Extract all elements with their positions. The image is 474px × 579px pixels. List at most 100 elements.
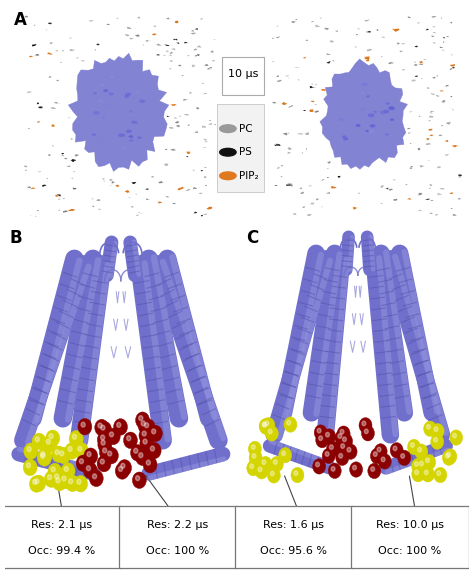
Polygon shape — [106, 24, 110, 25]
Circle shape — [220, 148, 236, 156]
Polygon shape — [310, 86, 312, 89]
Polygon shape — [42, 185, 47, 187]
Circle shape — [55, 450, 59, 455]
Circle shape — [268, 429, 272, 434]
Polygon shape — [70, 49, 75, 51]
Circle shape — [77, 479, 81, 484]
Polygon shape — [452, 67, 456, 68]
Polygon shape — [397, 42, 400, 45]
Polygon shape — [173, 39, 175, 41]
Polygon shape — [426, 29, 428, 30]
Polygon shape — [91, 199, 94, 200]
Circle shape — [102, 144, 105, 145]
Polygon shape — [178, 65, 182, 67]
Polygon shape — [408, 16, 411, 18]
Polygon shape — [287, 152, 291, 154]
Circle shape — [270, 471, 274, 476]
Circle shape — [60, 451, 64, 456]
Polygon shape — [446, 122, 451, 124]
Polygon shape — [27, 186, 31, 188]
Polygon shape — [73, 188, 76, 189]
Polygon shape — [199, 193, 203, 194]
FancyBboxPatch shape — [118, 506, 237, 568]
Polygon shape — [311, 83, 313, 85]
Circle shape — [434, 427, 438, 431]
Circle shape — [152, 429, 156, 434]
Circle shape — [104, 448, 118, 464]
Circle shape — [48, 463, 62, 480]
Circle shape — [370, 125, 374, 127]
Polygon shape — [169, 68, 172, 69]
Polygon shape — [47, 53, 53, 55]
Circle shape — [326, 433, 329, 437]
Circle shape — [368, 114, 374, 116]
Polygon shape — [417, 195, 420, 196]
Circle shape — [262, 460, 266, 464]
Polygon shape — [51, 124, 55, 127]
Circle shape — [386, 103, 389, 104]
Polygon shape — [288, 78, 289, 79]
Circle shape — [100, 435, 105, 440]
Polygon shape — [428, 160, 429, 161]
Polygon shape — [320, 17, 322, 19]
Polygon shape — [60, 62, 63, 63]
Polygon shape — [124, 34, 130, 36]
Polygon shape — [418, 210, 422, 211]
Polygon shape — [405, 184, 408, 185]
Polygon shape — [173, 203, 176, 204]
Polygon shape — [202, 126, 206, 128]
Polygon shape — [442, 100, 445, 102]
Polygon shape — [364, 57, 370, 60]
Circle shape — [431, 434, 444, 449]
Circle shape — [109, 432, 114, 437]
Polygon shape — [49, 76, 52, 78]
Polygon shape — [457, 198, 461, 200]
Circle shape — [412, 467, 425, 482]
Polygon shape — [63, 198, 65, 199]
Polygon shape — [437, 193, 442, 195]
Circle shape — [24, 443, 38, 460]
Circle shape — [129, 136, 133, 137]
Polygon shape — [56, 80, 59, 81]
Circle shape — [262, 422, 266, 427]
Circle shape — [258, 467, 262, 472]
Circle shape — [419, 461, 423, 466]
Polygon shape — [288, 106, 293, 108]
Polygon shape — [32, 44, 36, 46]
Polygon shape — [143, 45, 145, 46]
Circle shape — [265, 426, 278, 441]
Circle shape — [220, 125, 236, 133]
Circle shape — [370, 123, 373, 125]
Circle shape — [442, 450, 456, 466]
Polygon shape — [206, 207, 212, 210]
Circle shape — [453, 433, 456, 438]
Circle shape — [391, 107, 393, 108]
Text: A: A — [14, 11, 27, 29]
Polygon shape — [438, 134, 443, 136]
Polygon shape — [429, 184, 432, 186]
Polygon shape — [189, 92, 192, 94]
Polygon shape — [315, 25, 320, 27]
Polygon shape — [193, 187, 197, 189]
Polygon shape — [30, 215, 31, 216]
Polygon shape — [115, 185, 119, 187]
Polygon shape — [209, 120, 211, 121]
Polygon shape — [327, 161, 331, 164]
Polygon shape — [165, 196, 169, 197]
Circle shape — [132, 472, 146, 489]
Polygon shape — [169, 127, 174, 129]
Circle shape — [98, 100, 103, 102]
Circle shape — [426, 458, 429, 463]
Polygon shape — [311, 101, 315, 102]
Polygon shape — [402, 69, 405, 71]
Circle shape — [415, 470, 419, 475]
Circle shape — [220, 172, 236, 179]
Circle shape — [136, 412, 149, 428]
Circle shape — [143, 439, 147, 444]
Polygon shape — [184, 42, 188, 43]
Polygon shape — [63, 210, 68, 212]
Circle shape — [322, 448, 335, 464]
Circle shape — [86, 466, 91, 471]
Circle shape — [339, 453, 343, 458]
Circle shape — [260, 419, 273, 435]
